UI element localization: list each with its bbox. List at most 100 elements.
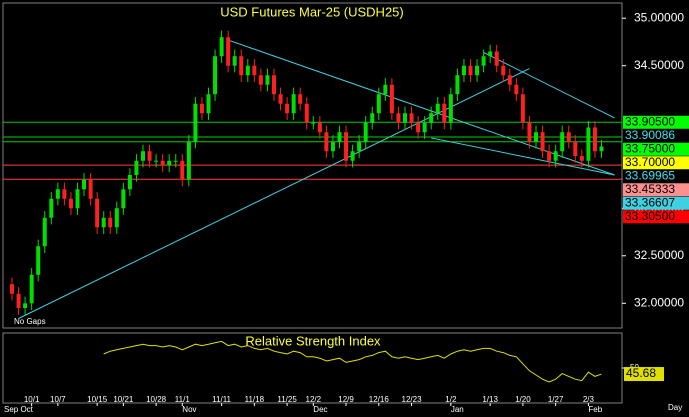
- candle-body: [75, 189, 80, 209]
- candle-body: [586, 127, 591, 161]
- trend-line: [483, 51, 615, 119]
- candle-body: [350, 151, 355, 161]
- x-tick-label: 12/9: [338, 395, 354, 404]
- candle-body: [186, 141, 191, 180]
- candle-body: [134, 160, 139, 176]
- candle-body: [514, 84, 519, 95]
- level-label-box: [623, 196, 689, 210]
- candle-body: [62, 189, 67, 199]
- candle-body: [311, 122, 316, 124]
- candle-body: [180, 160, 185, 180]
- candle-body: [520, 94, 525, 123]
- candle-body: [265, 75, 270, 85]
- candle-body: [566, 132, 571, 142]
- month-label: Feb: [588, 405, 602, 414]
- level-label: 33.69965: [625, 168, 675, 182]
- rsi-title: Relative Strength Index: [245, 333, 381, 348]
- candle-body: [285, 103, 290, 114]
- candle-body: [232, 56, 237, 66]
- candle-body: [540, 132, 545, 152]
- candle-body: [396, 113, 401, 123]
- candle-body: [95, 198, 100, 228]
- candle-body: [363, 122, 368, 142]
- candle-body: [23, 303, 28, 309]
- x-tick-label: 10/1: [24, 395, 40, 404]
- candle-body: [206, 94, 211, 114]
- candle-body: [501, 65, 506, 76]
- y-tick-label: 32.00000: [634, 295, 684, 309]
- x-tick-label: 1/2: [445, 395, 457, 404]
- value-label-box: [624, 367, 664, 382]
- y-tick-label: 34.50000: [634, 58, 684, 72]
- candle-body: [579, 155, 584, 161]
- candle-body: [553, 151, 558, 161]
- candle-body: [330, 141, 335, 152]
- candle-body: [488, 51, 493, 57]
- candle-body: [481, 56, 486, 66]
- level-label-box: [623, 156, 689, 170]
- candle-body: [383, 84, 388, 95]
- candle-body: [317, 122, 322, 133]
- candle-body: [527, 122, 532, 142]
- candle-body: [101, 217, 106, 228]
- x-tick-label: 10/21: [113, 395, 134, 404]
- candle-body: [147, 151, 152, 161]
- candle-body: [245, 65, 250, 76]
- month-label: Jan: [451, 405, 464, 414]
- candle-body: [291, 94, 296, 114]
- candle-body: [219, 37, 224, 57]
- level-label-box: [623, 142, 689, 156]
- level-label-box: [623, 183, 689, 197]
- candle-body: [298, 94, 303, 104]
- level-label: 33.70000: [625, 155, 675, 169]
- level-label-box: [623, 210, 689, 224]
- candle-body: [475, 65, 480, 76]
- x-tick-label: 1/27: [548, 395, 564, 404]
- x-tick-label: 10/28: [146, 395, 167, 404]
- x-tick-label: 10/7: [50, 395, 66, 404]
- candle-body: [442, 103, 447, 123]
- y-tick-label: 35.00000: [634, 10, 684, 24]
- rsi-line: [103, 340, 602, 383]
- candle-body: [199, 103, 204, 114]
- x-tick-label: 12/2: [306, 395, 322, 404]
- candle-body: [429, 113, 434, 123]
- level-label: 33.36607: [625, 195, 675, 209]
- candle-body: [278, 94, 283, 104]
- candle-body: [455, 75, 460, 95]
- y-tick-label: 32.50000: [634, 248, 684, 262]
- x-tick-label: 11/1: [175, 395, 191, 404]
- x-tick-label: 2/3: [583, 395, 595, 404]
- value-label: 45.68: [626, 366, 656, 380]
- candle-body: [507, 75, 512, 85]
- candle-body: [468, 65, 473, 76]
- candle-body: [337, 132, 342, 142]
- candle-body: [10, 284, 14, 294]
- candle-body: [127, 175, 132, 190]
- candle-body: [592, 127, 597, 152]
- candle-body: [193, 103, 198, 142]
- candle-body: [435, 103, 440, 114]
- x-tick-label: 1/20: [515, 395, 531, 404]
- x-tick-label: 1/13: [482, 395, 498, 404]
- candle-body: [49, 198, 54, 218]
- candle-body: [304, 103, 309, 123]
- candle-body: [114, 208, 119, 228]
- candle-body: [409, 113, 414, 123]
- candle-body: [167, 160, 172, 166]
- candle-body: [213, 56, 218, 95]
- level-label: 33.90500: [625, 114, 675, 128]
- candle-body: [573, 141, 578, 156]
- candle-body: [239, 56, 244, 76]
- candle-body: [88, 179, 93, 199]
- x-tick-label: 12/16: [369, 395, 390, 404]
- candle-body: [108, 217, 113, 228]
- annotation: No Gaps: [14, 317, 46, 326]
- x-tick-label: 12/23: [402, 395, 423, 404]
- candle-body: [272, 75, 276, 95]
- level-label: 33.75000: [625, 141, 675, 155]
- candle-body: [344, 132, 349, 161]
- trend-line: [431, 137, 615, 176]
